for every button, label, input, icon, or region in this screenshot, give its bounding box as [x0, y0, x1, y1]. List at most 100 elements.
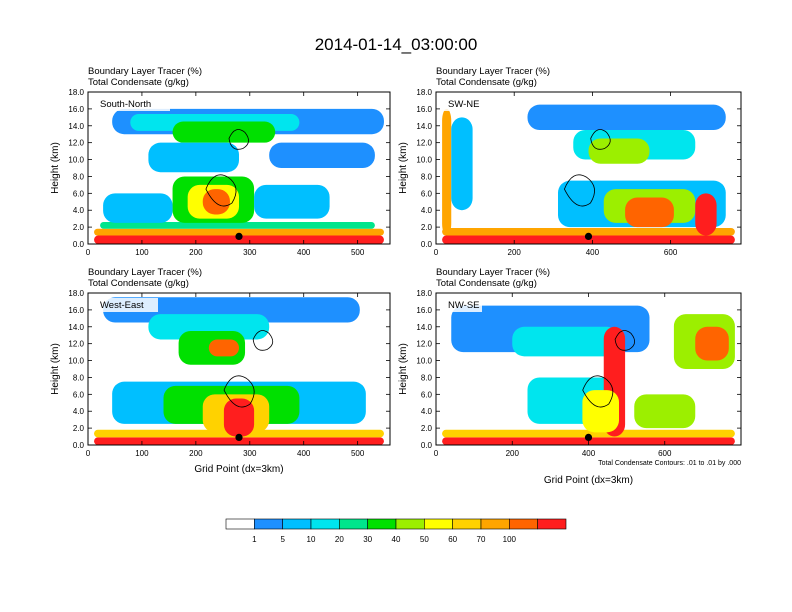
colorbar-swatch [254, 518, 283, 530]
y-tick-label: 6.0 [73, 189, 85, 198]
colorbar-label: 20 [335, 535, 344, 544]
colorbar-swatch [395, 518, 425, 530]
colorbar-swatch [282, 518, 312, 530]
colorbar-label: 30 [363, 535, 372, 544]
tracer-region [695, 326, 729, 361]
tracer-region [442, 429, 735, 438]
panel-subtitle-condensate: Total Condensate (g/kg) [88, 77, 189, 88]
colorbar-label: 70 [477, 535, 486, 544]
tracer-region [625, 197, 674, 228]
plot-frame [87, 91, 391, 245]
x-tick-label: 300 [243, 248, 257, 257]
colorbar-swatch [509, 518, 538, 530]
panel-west-east: 0.0 2.0 4.0 6.0 8.0 10.0 12.0 14.0 16.0 18.0 0 100 2… [50, 267, 391, 475]
colorbar-label: 60 [448, 535, 457, 544]
y-tick-label: 8.0 [73, 373, 85, 382]
condensate-contour [205, 174, 237, 207]
x-tick-label: 500 [351, 449, 365, 458]
colorbar-label: 1 [252, 535, 257, 544]
y-tick-label: 12.0 [68, 139, 84, 148]
tracer-region [202, 189, 230, 215]
y-tick-label: 6.0 [73, 390, 85, 399]
y-tick-label: 8.0 [421, 172, 433, 181]
tracer-region [442, 108, 452, 236]
y-tick-label: 4.0 [421, 407, 433, 416]
tracer-field [442, 305, 735, 445]
colorbar: 1 5 10 20 30 40 50 60 70 100 [225, 518, 567, 544]
tracer-region [634, 394, 696, 429]
tracer-region [269, 142, 375, 168]
panel-label: West-East [100, 300, 144, 311]
tracer-region [94, 228, 384, 236]
y-tick-label: 2.0 [73, 223, 85, 232]
colorbar-label: 10 [307, 535, 316, 544]
tracer-region [442, 227, 735, 236]
y-tick-label: 16.0 [416, 105, 432, 114]
y-tick-label: 18.0 [416, 88, 432, 97]
panel-subtitle-condensate: Total Condensate (g/kg) [436, 77, 537, 88]
colorbar-swatch [452, 518, 482, 530]
colorbar-swatch [480, 518, 510, 530]
x-tick-label: 500 [351, 248, 365, 257]
tracer-field [94, 108, 384, 244]
plot-frame [435, 91, 742, 245]
x-tick-label: 100 [135, 248, 149, 257]
condensate-contour [614, 330, 635, 351]
y-tick-label: 18.0 [68, 88, 84, 97]
tracer-region [100, 222, 375, 229]
panel-nw-se: 0.0 2.0 4.0 6.0 8.0 10.0 12.0 14.0 16.0 18.0 0 200 4… [398, 267, 742, 486]
colorbar-label: 5 [280, 535, 285, 544]
tracer-region [172, 121, 276, 143]
panel-label: South-North [100, 99, 151, 110]
y-tick-label: 4.0 [73, 407, 85, 416]
x-axis-label: Grid Point (dx=3km) [544, 475, 633, 486]
tracer-region [254, 184, 330, 219]
y-tick-label: 14.0 [416, 122, 432, 131]
condensate-contour [582, 375, 614, 408]
y-tick-label: 2.0 [421, 223, 433, 232]
x-tick-label: 400 [297, 449, 311, 458]
y-tick-label: 16.0 [68, 306, 84, 315]
tracer-region [512, 326, 619, 357]
x-tick-label: 0 [434, 248, 439, 257]
y-tick-label: 14.0 [416, 323, 432, 332]
panel-subtitle-tracer: Boundary Layer Tracer (%) [436, 267, 550, 278]
panel-subtitle-condensate: Total Condensate (g/kg) [436, 278, 537, 289]
y-tick-label: 12.0 [416, 340, 432, 349]
y-axis-label: Height (km) [50, 142, 61, 194]
panel-subtitle-tracer: Boundary Layer Tracer (%) [88, 66, 202, 77]
y-tick-label: 8.0 [421, 373, 433, 382]
panel-subtitle-tracer: Boundary Layer Tracer (%) [88, 267, 202, 278]
location-marker [584, 232, 593, 240]
y-tick-label: 8.0 [73, 172, 85, 181]
y-tick-label: 10.0 [68, 156, 84, 165]
x-tick-label: 400 [297, 248, 311, 257]
colorbar-swatch [310, 518, 340, 530]
y-tick-label: 4.0 [73, 206, 85, 215]
tracer-region [103, 193, 173, 223]
colorbar-swatch [537, 518, 567, 530]
x-tick-label: 600 [658, 449, 672, 458]
location-marker [235, 232, 243, 240]
tracer-region [148, 142, 239, 173]
y-axis-label: Height (km) [398, 343, 409, 395]
tracer-region [208, 339, 239, 357]
y-tick-label: 0.0 [421, 441, 433, 450]
panel-label-background [96, 298, 158, 312]
colorbar-swatch [424, 518, 453, 530]
panel-label-background [444, 298, 482, 312]
condensate-contour [590, 129, 611, 150]
x-tick-label: 0 [86, 248, 91, 257]
colorbar-swatch [225, 518, 255, 530]
tracer-region [451, 117, 473, 211]
panel-subtitle-condensate: Total Condensate (g/kg) [88, 278, 189, 289]
x-tick-label: 100 [135, 449, 149, 458]
contour-note: Total Condensate Contours: .01 to .01 by… [598, 460, 741, 467]
x-tick-label: 0 [434, 449, 439, 458]
y-tick-label: 16.0 [416, 306, 432, 315]
y-tick-label: 18.0 [416, 289, 432, 298]
panel-sw-ne: 0.0 2.0 4.0 6.0 8.0 10.0 12.0 14.0 16.0 18.0 0 200 4… [398, 66, 742, 257]
tracer-region [588, 138, 650, 164]
colorbar-swatch [367, 518, 397, 530]
